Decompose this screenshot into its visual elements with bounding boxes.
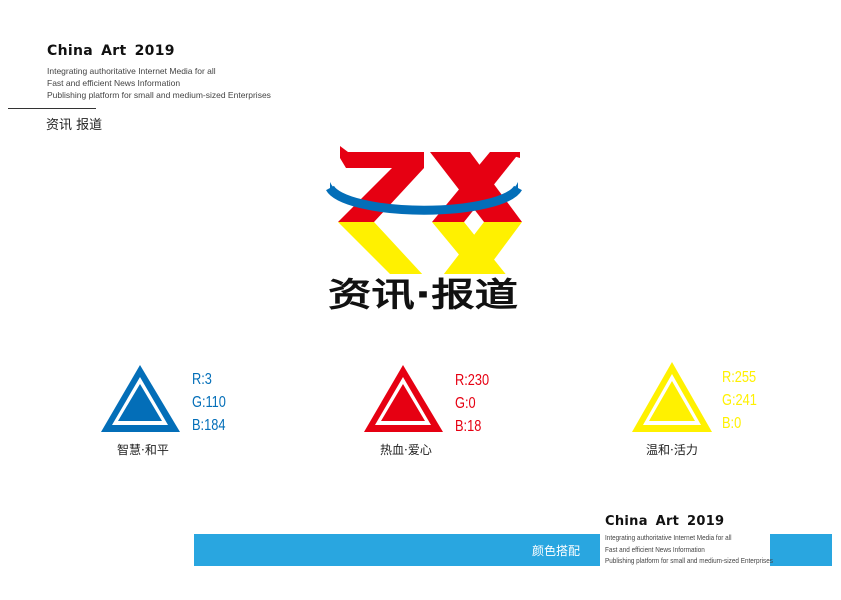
footer-bar-end: [770, 534, 832, 566]
rgb-r: R:3: [192, 371, 212, 388]
rgb-g: G:0: [455, 395, 476, 412]
divider: [8, 108, 96, 109]
subtitle-line: Publishing platform for small and medium…: [47, 90, 271, 100]
subtitle-line: Fast and efficient News Information: [605, 544, 705, 554]
logo-orbit-stroke: [326, 185, 522, 215]
swatch-red-triangle: [364, 365, 443, 432]
rgb-b: B:184: [192, 417, 226, 434]
header-subtitle: Integrating authoritative Internet Media…: [47, 65, 271, 101]
rgb-values-blue: R:3 G:110 B:184: [192, 368, 226, 437]
rgb-b: B:0: [722, 415, 742, 432]
swatch-blue-triangle: [101, 365, 180, 432]
subtitle-line: Fast and efficient News Information: [47, 78, 181, 88]
rgb-g: G:241: [722, 392, 757, 409]
rgb-values-red: R:230 G:0 B:18: [455, 369, 489, 438]
swatch-label-yellow: 温和·活力: [646, 443, 698, 457]
rgb-g: G:110: [192, 394, 226, 411]
swatch-label-red: 热血·爱心: [380, 443, 432, 457]
footer-subtitle: Integrating authoritative Internet Media…: [605, 532, 773, 567]
subtitle-line: Publishing platform for small and medium…: [605, 556, 773, 565]
section-label: 资讯 报道: [46, 118, 103, 133]
footer-title: China Art 2019: [605, 514, 725, 529]
rgb-r: R:230: [455, 372, 490, 389]
subtitle-line: Integrating authoritative Internet Media…: [605, 533, 732, 542]
swatch-yellow-triangle: [632, 362, 712, 432]
header-title: China Art 2019: [47, 43, 175, 59]
rgb-values-yellow: R:255 G:241 B:0: [722, 366, 757, 435]
logo-tagline: 资讯·报道: [328, 275, 518, 314]
footer-bar: 颜色搭配: [194, 534, 600, 566]
swatch-label-blue: 智慧·和平: [117, 443, 169, 457]
subtitle-line: Integrating authoritative Internet Media…: [47, 66, 216, 76]
rgb-r: R:255: [722, 369, 757, 386]
footer-bar-label: 颜色搭配: [531, 544, 580, 558]
rgb-b: B:18: [455, 418, 482, 435]
